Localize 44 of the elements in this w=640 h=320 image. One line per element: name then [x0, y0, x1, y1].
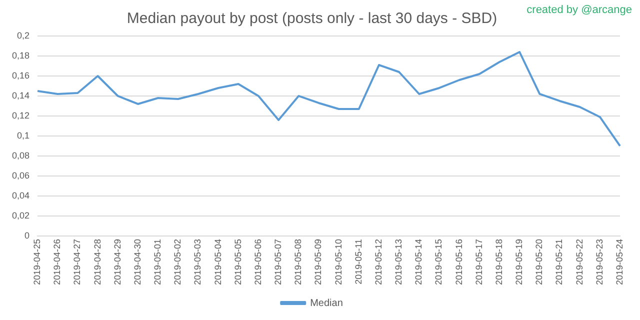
x-tick-label: 2019-04-29 [112, 238, 122, 286]
y-tick-label: 0,12 [12, 110, 30, 120]
x-tick-label: 2019-05-19 [514, 238, 524, 286]
y-tick-label: 0,08 [12, 150, 30, 160]
x-tick-label: 2019-05-20 [534, 238, 544, 286]
chart-title: Median payout by post (posts only - last 30 days - SBD) [126, 10, 498, 28]
x-tick-label: 2019-05-15 [434, 238, 444, 286]
x-tick-label: 2019-05-09 [313, 238, 324, 286]
x-tick-label: 2019-05-11 [353, 238, 364, 284]
x-tick-label: 2019-05-07 [273, 238, 284, 286]
x-tick-label: 2019-04-25 [32, 238, 42, 286]
x-tick-label: 2019-05-12 [373, 238, 384, 286]
x-tick-label: 2019-05-10 [333, 238, 344, 286]
x-tick-label: 2019-05-14 [414, 238, 424, 286]
y-tick-label: 0,18 [12, 50, 30, 60]
y-tick-label: 0,14 [12, 90, 30, 100]
x-tick-label: 2019-05-05 [232, 238, 243, 286]
y-tick-label: 0,16 [12, 70, 30, 80]
y-tick-label: 0,1 [17, 130, 30, 140]
x-tick-label: 2019-05-03 [192, 238, 203, 286]
y-tick-label: 0,04 [12, 190, 30, 200]
x-tick-label: 2019-05-17 [474, 238, 484, 286]
x-tick-label: 2019-04-27 [72, 238, 82, 286]
x-tick-label: 2019-05-08 [293, 238, 304, 286]
y-tick-label: 0 [24, 230, 30, 240]
x-tick-label: 2019-05-13 [394, 238, 404, 286]
y-tick-label: 0,06 [12, 170, 30, 180]
x-tick-label: 2019-05-06 [252, 238, 263, 286]
y-tick-label: 0,2 [17, 30, 30, 40]
x-tick-label: 2019-04-28 [92, 238, 102, 286]
x-tick-label: 2019-05-24 [614, 238, 624, 286]
x-tick-label: 2019-05-23 [594, 238, 604, 286]
x-tick-label: 2019-05-16 [454, 238, 464, 286]
y-tick-label: 0,02 [12, 210, 30, 220]
x-tick-label: 2019-05-02 [172, 238, 183, 286]
x-tick-label: 2019-05-01 [152, 238, 163, 286]
x-tick-label: 2019-04-30 [132, 238, 142, 286]
x-tick-label: 2019-05-18 [494, 238, 504, 286]
x-tick-label: 2019-05-21 [554, 238, 564, 286]
x-tick-label: 2019-04-26 [52, 238, 62, 286]
legend-label: Median [310, 298, 343, 309]
x-tick-label: 2019-05-22 [574, 238, 584, 286]
x-tick-label: 2019-05-04 [212, 238, 223, 286]
text: created by @arcange [526, 4, 632, 16]
